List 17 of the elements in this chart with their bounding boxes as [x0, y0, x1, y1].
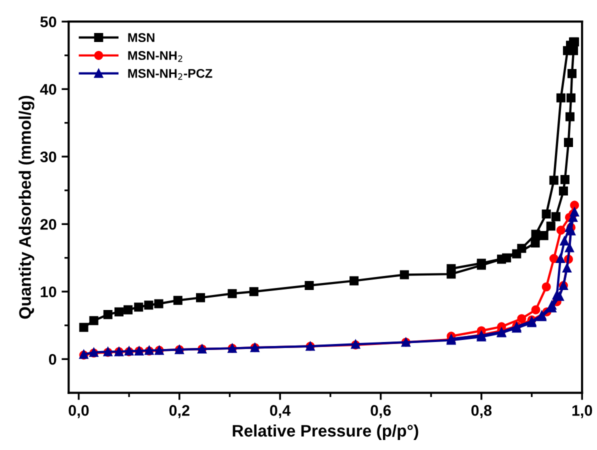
y-tick-label: 20	[40, 218, 56, 230]
x-tick-label: 0,4	[270, 405, 291, 418]
y-tick-label: 30	[40, 151, 56, 162]
y-axis-title: Quantity Adsorbed (mmol/g)	[18, 96, 34, 319]
y-tick-label: 40	[40, 84, 56, 95]
x-tick-label: 0,0	[68, 405, 89, 418]
y-tick-label: 10	[40, 286, 56, 298]
legend-label: MSN	[128, 33, 154, 42]
y-tick-label: 0	[48, 354, 56, 365]
legend-label: MSN-NH$_{2}$	[128, 51, 182, 62]
x-tick-label: 0,8	[471, 405, 492, 418]
x-tick-label: 0,6	[370, 405, 391, 418]
x-tick-label: 1,0	[572, 405, 592, 418]
x-axis-title: Relative Pressure (p/p°)	[232, 424, 418, 440]
legend-label: MSN-NH$_{2}$-PCZ	[128, 68, 212, 80]
y-tick-label: 50	[40, 16, 56, 28]
x-tick-label: 0,2	[169, 405, 190, 418]
